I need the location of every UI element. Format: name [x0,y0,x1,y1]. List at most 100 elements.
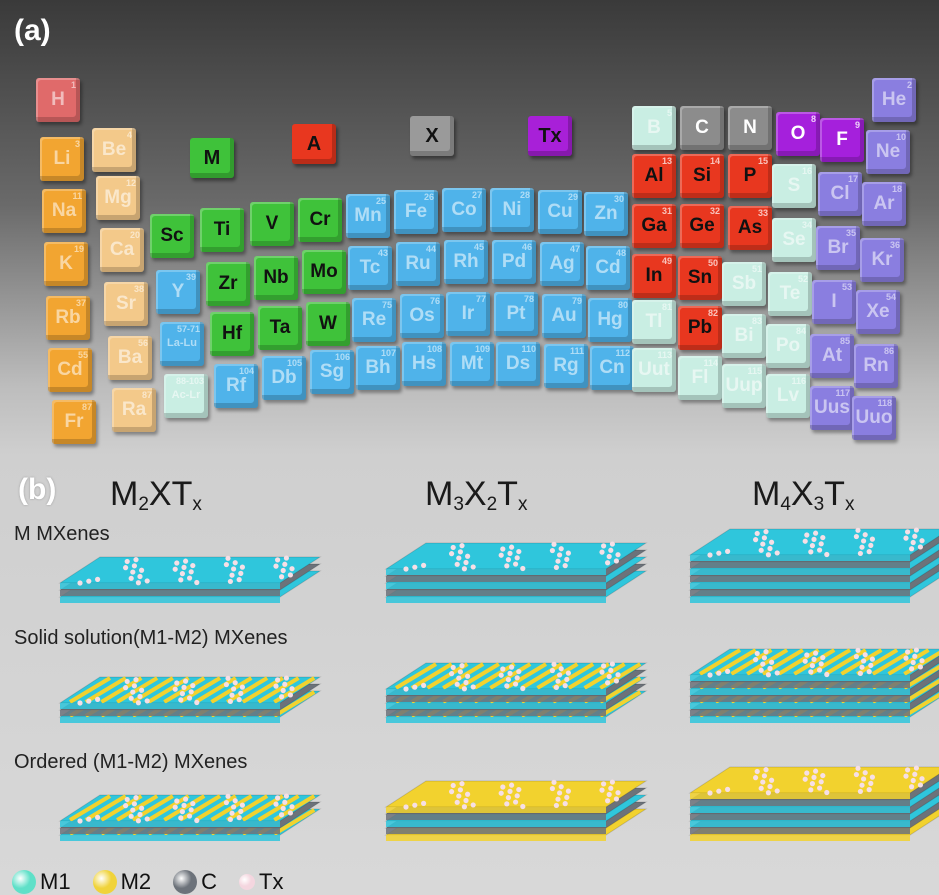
atom-layer [688,528,939,561]
element-symbol: C [695,117,709,138]
element-symbol: Sn [687,267,713,288]
formula-part: M [110,475,139,513]
mxene-structures-panel: (b) M2XTx M3X2Tx M4X3Tx M MXenes Solid solu… [0,455,939,895]
element-number: 75 [381,300,392,310]
atom-swatch-icon [92,870,117,894]
element-cell-uut: 113 Uut [632,348,676,392]
element-cell-cd: 55 Cd [48,348,92,392]
element-cell-mg: 12 Mg [96,176,140,220]
element-symbol: Ag [549,253,575,274]
element-number: 5 [666,108,672,118]
element-symbol: Tc [359,257,381,278]
tx-atoms [403,661,621,692]
element-number: 53 [841,282,852,292]
element-cell-zn: 30 Zn [584,192,628,236]
element-symbol: Na [51,200,77,221]
formula-part: T [497,475,518,513]
legend-item-m1: M1 [12,869,71,895]
element-symbol: Fl [691,367,709,388]
element-cell-in: 49 In [632,254,676,298]
element-symbol: Co [451,199,477,220]
element-cell-br: 35 Br [816,226,860,270]
formula-part: x [192,494,202,515]
element-cell-po: 84 Po [766,324,810,368]
element-cell-cn: 112 Cn [590,346,634,390]
element-cell-rf: 104 Rf [214,364,258,408]
element-symbol: Uus [814,397,850,418]
element-number: 37 [75,298,86,308]
element-symbol: Al [644,165,664,186]
element-symbol: Au [551,305,577,326]
element-symbol: Sr [115,293,137,314]
element-number: 3 [74,139,80,149]
element-number: 9 [854,120,860,130]
element-symbol: Fe [404,201,428,222]
element-symbol: Hf [221,323,243,344]
element-cell-v: V [250,202,294,246]
panel-b-label: (b) [18,473,57,506]
element-cell-sc: Sc [150,214,194,258]
element-symbol: Sc [160,225,184,246]
element-number: 80 [617,300,628,310]
element-cell-tl: 81 Tl [632,300,676,344]
element-symbol: Cu [547,201,573,222]
element-number: 105 [286,358,302,368]
element-cell-db: 105 Db [262,356,306,400]
element-symbol: Ga [641,215,667,236]
element-symbol: Y [171,281,185,302]
element-cell-rn: 86 Rn [854,344,898,388]
element-symbol: Cn [599,357,625,378]
element-cell-ac-lr: 88-103 Ac-Lr [164,374,208,418]
row-label-single: M MXenes [14,523,110,545]
formula-part: 3 [453,494,464,515]
element-symbol: Ti [213,219,231,240]
element-number: 86 [883,346,894,356]
element-cell-ni: 28 Ni [490,188,534,232]
element-symbol: K [59,253,73,274]
element-cell-rg: 111 Rg [544,344,588,388]
element-number: 110 [521,344,536,354]
element-symbol: Rf [225,375,247,396]
element-number: 25 [375,196,386,206]
atom-layer [688,766,939,799]
formula-part: M [752,475,781,513]
legend-label: M2 [120,869,152,894]
element-symbol: Cd [57,359,83,380]
element-symbol: Rg [553,355,579,376]
element-number: 30 [613,194,624,204]
element-symbol: Ta [269,317,291,338]
legend-label: C [201,869,218,894]
element-number: 36 [889,240,900,250]
element-cell-y: 39 Y [156,270,200,314]
element-cell-mt: 109 Mt [450,342,494,386]
element-number: 50 [707,258,718,268]
element-symbol: Cl [830,183,850,204]
category-label: Tx [538,125,562,147]
element-number: 19 [73,244,84,254]
element-number: 35 [845,228,856,238]
element-number: 28 [519,190,530,200]
element-number: 13 [661,156,672,166]
mxene-slabs [58,527,939,841]
element-number: 106 [334,352,350,362]
formula-part: 3 [813,494,825,515]
element-symbol: He [881,89,907,110]
element-cell-be: 4 Be [92,128,136,172]
formula-part: X [148,475,172,513]
tx-atoms [77,555,295,586]
legend-item-c: C [173,869,217,895]
element-symbol: H [51,89,65,110]
element-number: 44 [425,244,436,254]
element-number: 45 [473,242,484,252]
element-cell-bh: 107 Bh [356,346,400,390]
element-cell-he: 2 He [872,78,916,122]
element-symbol: La-Lu [167,337,197,349]
element-number: 43 [377,248,388,258]
element-number: 34 [801,220,812,230]
element-symbol: Rn [863,355,889,376]
element-symbol: Ne [875,141,901,162]
category-label: A [306,133,322,155]
element-cell-zr: Zr [206,262,250,306]
panel-a-label: (a) [14,14,51,47]
